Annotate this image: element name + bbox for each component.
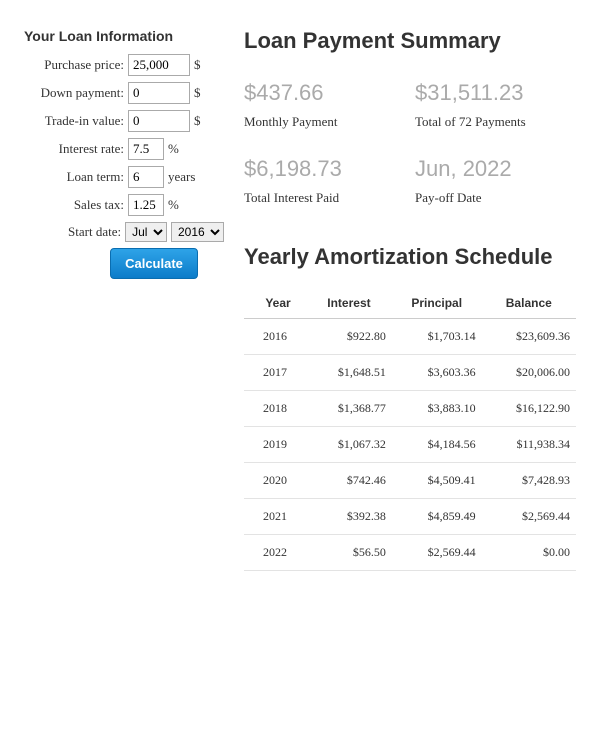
table-row: 2019$1,067.32$4,184.56$11,938.34: [244, 427, 576, 463]
down-payment-suffix: $: [194, 85, 201, 101]
table-cell: $1,067.32: [306, 427, 392, 463]
trade-in-input[interactable]: [128, 110, 190, 132]
table-cell: $4,509.41: [392, 463, 482, 499]
interest-rate-suffix: %: [168, 141, 179, 157]
total-interest-label: Total Interest Paid: [244, 190, 405, 206]
sales-tax-input[interactable]: [128, 194, 164, 216]
row-purchase-price: Purchase price: $: [24, 54, 224, 76]
table-col-header: Year: [244, 288, 306, 319]
interest-rate-input[interactable]: [128, 138, 164, 160]
summary-title: Loan Payment Summary: [244, 28, 576, 54]
table-cell: $1,648.51: [306, 355, 392, 391]
sales-tax-suffix: %: [168, 197, 179, 213]
table-cell: $16,122.90: [482, 391, 576, 427]
start-date-label: Start date:: [24, 224, 125, 240]
table-cell: 2020: [244, 463, 306, 499]
table-cell: $3,883.10: [392, 391, 482, 427]
table-col-header: Balance: [482, 288, 576, 319]
loan-term-input[interactable]: [128, 166, 164, 188]
table-cell: $4,184.56: [392, 427, 482, 463]
table-col-header: Principal: [392, 288, 482, 319]
table-cell: $0.00: [482, 535, 576, 571]
payoff-date-value: Jun, 2022: [415, 156, 576, 182]
form-title: Your Loan Information: [24, 28, 224, 44]
monthly-payment-value: $437.66: [244, 80, 405, 106]
table-col-header: Interest: [306, 288, 392, 319]
table-header-row: YearInterestPrincipalBalance: [244, 288, 576, 319]
table-cell: $2,569.44: [482, 499, 576, 535]
total-payments-label: Total of 72 Payments: [415, 114, 576, 130]
table-cell: $1,368.77: [306, 391, 392, 427]
table-row: 2016$922.80$1,703.14$23,609.36: [244, 319, 576, 355]
table-row: 2018$1,368.77$3,883.10$16,122.90: [244, 391, 576, 427]
table-cell: $11,938.34: [482, 427, 576, 463]
monthly-payment-label: Monthly Payment: [244, 114, 405, 130]
table-cell: $392.38: [306, 499, 392, 535]
table-row: 2020$742.46$4,509.41$7,428.93: [244, 463, 576, 499]
trade-in-suffix: $: [194, 113, 201, 129]
total-interest-value: $6,198.73: [244, 156, 405, 182]
table-body: 2016$922.80$1,703.14$23,609.362017$1,648…: [244, 319, 576, 571]
start-month-select[interactable]: Jul: [125, 222, 167, 242]
row-down-payment: Down payment: $: [24, 82, 224, 104]
row-trade-in: Trade-in value: $: [24, 110, 224, 132]
start-year-select[interactable]: 2016: [171, 222, 224, 242]
table-cell: 2019: [244, 427, 306, 463]
calculate-button[interactable]: Calculate: [110, 248, 198, 279]
table-cell: 2016: [244, 319, 306, 355]
table-cell: $742.46: [306, 463, 392, 499]
table-cell: $23,609.36: [482, 319, 576, 355]
row-sales-tax: Sales tax: %: [24, 194, 224, 216]
table-cell: $4,859.49: [392, 499, 482, 535]
table-cell: $1,703.14: [392, 319, 482, 355]
interest-rate-label: Interest rate:: [24, 141, 128, 157]
row-interest-rate: Interest rate: %: [24, 138, 224, 160]
down-payment-input[interactable]: [128, 82, 190, 104]
payoff-date-label: Pay-off Date: [415, 190, 576, 206]
table-cell: 2022: [244, 535, 306, 571]
schedule-title: Yearly Amortization Schedule: [244, 244, 576, 270]
sales-tax-label: Sales tax:: [24, 197, 128, 213]
table-cell: $2,569.44: [392, 535, 482, 571]
table-cell: 2018: [244, 391, 306, 427]
table-cell: 2021: [244, 499, 306, 535]
loan-term-label: Loan term:: [24, 169, 128, 185]
row-start-date: Start date: Jul 2016: [24, 222, 224, 242]
table-cell: $20,006.00: [482, 355, 576, 391]
loan-form: Your Loan Information Purchase price: $ …: [24, 28, 224, 571]
total-payments-value: $31,511.23: [415, 80, 576, 106]
summary-grid: $437.66 $31,511.23 Monthly Payment Total…: [244, 80, 576, 224]
table-cell: $7,428.93: [482, 463, 576, 499]
purchase-price-label: Purchase price:: [24, 57, 128, 73]
table-row: 2017$1,648.51$3,603.36$20,006.00: [244, 355, 576, 391]
purchase-price-input[interactable]: [128, 54, 190, 76]
table-cell: $56.50: [306, 535, 392, 571]
table-row: 2021$392.38$4,859.49$2,569.44: [244, 499, 576, 535]
row-loan-term: Loan term: years: [24, 166, 224, 188]
loan-term-suffix: years: [168, 169, 195, 185]
table-cell: $922.80: [306, 319, 392, 355]
table-cell: 2017: [244, 355, 306, 391]
down-payment-label: Down payment:: [24, 85, 128, 101]
table-row: 2022$56.50$2,569.44$0.00: [244, 535, 576, 571]
purchase-price-suffix: $: [194, 57, 201, 73]
trade-in-label: Trade-in value:: [24, 113, 128, 129]
table-cell: $3,603.36: [392, 355, 482, 391]
results-panel: Loan Payment Summary $437.66 $31,511.23 …: [244, 28, 576, 571]
amortization-table: YearInterestPrincipalBalance 2016$922.80…: [244, 288, 576, 571]
